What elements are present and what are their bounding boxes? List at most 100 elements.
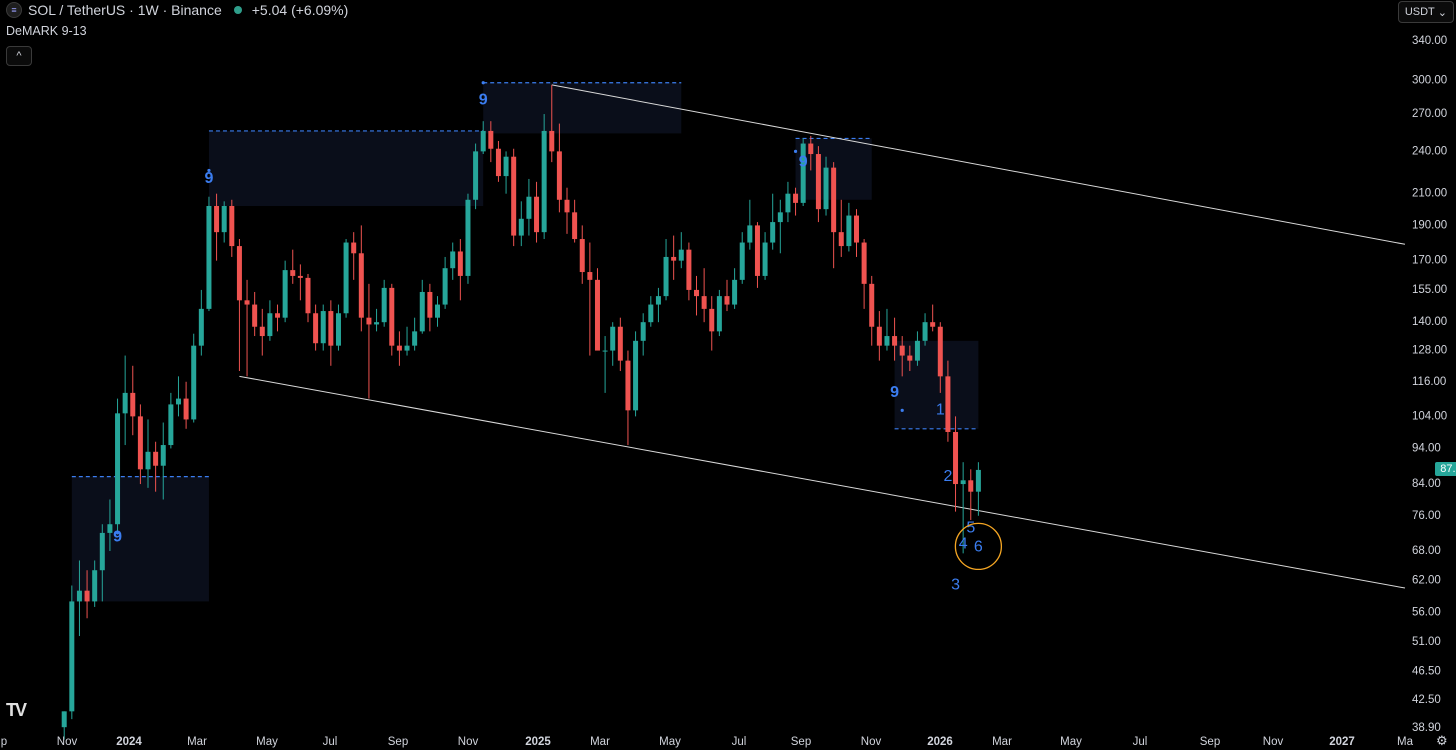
candle-body — [633, 340, 639, 411]
trendlines-layer — [239, 84, 1406, 589]
x-tick-label: Jul — [323, 736, 338, 748]
candle-body — [130, 392, 136, 417]
y-tick-label: 38.90 — [1412, 722, 1441, 734]
candle — [244, 279, 250, 377]
x-tick-label: Nov — [861, 736, 882, 748]
candle-body — [610, 326, 616, 351]
last-price-tag: 87.83 — [1435, 462, 1456, 476]
candle-body — [473, 151, 479, 200]
candle — [107, 499, 113, 552]
candle — [861, 239, 867, 309]
candle — [389, 283, 395, 356]
candle — [404, 326, 410, 356]
candle — [648, 296, 654, 327]
candle — [412, 317, 418, 351]
trendline[interactable] — [239, 375, 1406, 589]
td-dot — [793, 149, 798, 153]
candle — [183, 381, 189, 429]
candle — [831, 162, 837, 269]
candle-body — [450, 251, 456, 269]
candle-body — [556, 151, 562, 200]
candle-body — [853, 215, 859, 243]
candle-body — [564, 199, 570, 213]
time-axis[interactable]: p Nov 2024 Mar May Jul Sep Nov 2025 Mar May Jul Sep N… — [1, 736, 1414, 748]
symbol-title[interactable]: SOL / TetherUS · 1W · Binance — [28, 2, 222, 18]
x-tick-label: Ma — [1397, 736, 1414, 748]
candle-body — [335, 313, 341, 346]
highlight-circle[interactable] — [954, 522, 1003, 571]
y-tick-label: 340.00 — [1412, 35, 1447, 47]
candle — [869, 275, 875, 346]
tdst-lines-layer — [71, 82, 979, 478]
candle-body — [876, 326, 882, 346]
candle — [808, 135, 814, 171]
candle — [625, 350, 631, 446]
candle — [92, 560, 98, 607]
candle — [69, 585, 75, 720]
candle — [876, 311, 882, 361]
symbol-header: ≡ SOL / TetherUS · 1W · Binance +5.04 (+… — [0, 0, 348, 20]
td-count-label: 9 — [205, 170, 214, 187]
x-tick-label: Nov — [57, 736, 78, 748]
candle — [945, 360, 951, 442]
trendline[interactable] — [551, 84, 1406, 245]
candle — [168, 392, 174, 449]
y-tick-label: 104.00 — [1412, 410, 1447, 422]
candle — [145, 419, 151, 488]
candle-body — [762, 242, 768, 276]
td-count-layer: 9 9 9 9 9 1 2 3 45 6 — [113, 81, 1003, 594]
candle — [914, 331, 920, 366]
candle — [76, 560, 82, 637]
x-tick-label: Sep — [791, 736, 811, 748]
x-tick-label: 2027 — [1329, 736, 1355, 748]
y-tick-label: 190.00 — [1412, 219, 1447, 231]
candle — [396, 331, 402, 366]
candle-body — [815, 154, 821, 210]
candle — [640, 313, 646, 356]
candle — [549, 84, 555, 163]
price-axis[interactable]: 340.00 300.00 270.00 240.00 210.00 190.00 170.… — [1412, 35, 1447, 734]
candle-body — [686, 249, 692, 290]
candle-body — [69, 601, 75, 712]
candle-body — [823, 167, 829, 210]
candle-body — [884, 336, 890, 346]
candle-body — [579, 239, 585, 273]
candle — [686, 242, 692, 301]
candle-body — [754, 225, 760, 276]
candle — [206, 196, 212, 312]
candle-body — [663, 256, 669, 297]
candle-body — [716, 296, 722, 332]
candle-body — [160, 445, 166, 466]
candle — [610, 322, 616, 366]
candle-body — [617, 326, 623, 361]
candle — [511, 148, 517, 247]
x-tick-label: p — [1, 736, 7, 748]
candle — [663, 239, 669, 301]
candle-body — [236, 246, 242, 301]
collapse-legend-button[interactable]: ^ — [6, 46, 32, 66]
candle-body — [534, 196, 540, 233]
candle — [922, 313, 928, 346]
currency-selector[interactable]: USDT ⌄ — [1397, 1, 1454, 23]
indicator-legend[interactable]: DeMARK 9-13 — [6, 24, 87, 38]
candle-body — [960, 480, 966, 485]
candle-body — [549, 130, 555, 152]
x-tick-label: Mar — [992, 736, 1012, 748]
candle — [503, 151, 509, 194]
candle — [130, 365, 136, 436]
td-count-label: 4 — [959, 535, 968, 552]
candle — [442, 256, 448, 309]
candle — [694, 275, 700, 316]
tradingview-logo[interactable]: TV — [6, 700, 27, 720]
candle-body — [678, 249, 684, 261]
candle-body — [808, 143, 814, 155]
candle-body — [724, 296, 730, 305]
candle — [366, 283, 372, 399]
candle — [214, 193, 220, 261]
candle — [853, 209, 859, 257]
candle — [564, 187, 570, 234]
candle-body — [953, 431, 959, 485]
candle-body — [914, 340, 920, 361]
gear-icon[interactable]: ⚙ — [1436, 733, 1448, 748]
